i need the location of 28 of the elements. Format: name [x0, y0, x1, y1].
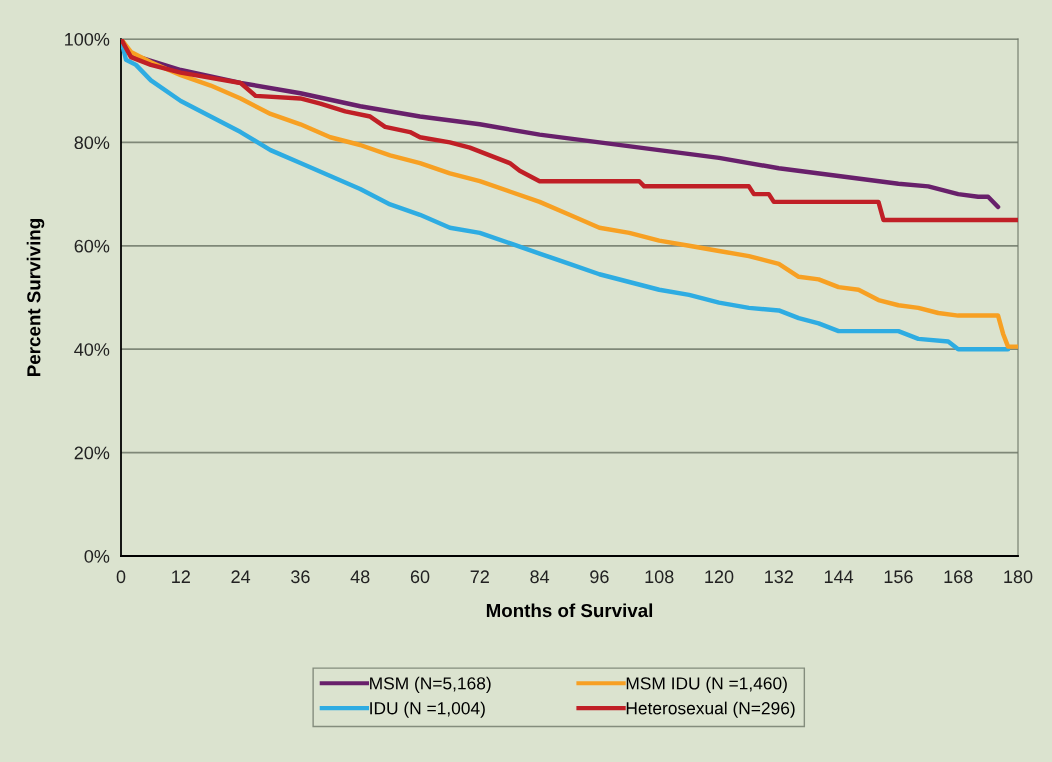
y-tick-label: 60% [74, 239, 110, 253]
y-axis-title: Percent Surviving [26, 219, 45, 376]
x-tick-label: 108 [645, 570, 674, 584]
x-tick-label: 48 [350, 570, 370, 584]
x-tick-label: 0 [116, 570, 126, 584]
legend-label: MSM IDU (N =1,460) [626, 676, 787, 693]
x-tick-label: 168 [944, 570, 973, 584]
y-tick-label: 0% [84, 549, 110, 563]
x-tick-label: 12 [172, 570, 190, 583]
legend-label: IDU (N =1,004) [370, 701, 485, 718]
x-tick-label: 180 [1004, 570, 1033, 584]
x-tick-label: 60 [410, 570, 430, 584]
x-tick-label: 72 [470, 570, 489, 583]
x-tick-label: 96 [590, 570, 609, 584]
x-tick-label: 24 [231, 570, 251, 583]
y-tick-label: 40% [74, 343, 110, 356]
x-tick-label: 36 [291, 570, 310, 584]
x-tick-label: 156 [884, 570, 913, 584]
x-axis-title: Months of Survival [486, 603, 653, 618]
legend-label: MSM (N=5,168) [370, 676, 491, 693]
x-tick-label: 132 [765, 570, 793, 584]
y-tick-label: 100% [65, 32, 110, 46]
x-tick-label: 120 [705, 570, 734, 584]
y-tick-label: 20% [74, 446, 110, 460]
y-tick-label: 80% [74, 136, 110, 150]
x-tick-label: 84 [530, 570, 550, 584]
legend-label: Heterosexual (N=296) [626, 701, 795, 718]
x-tick-label: 144 [824, 570, 854, 583]
